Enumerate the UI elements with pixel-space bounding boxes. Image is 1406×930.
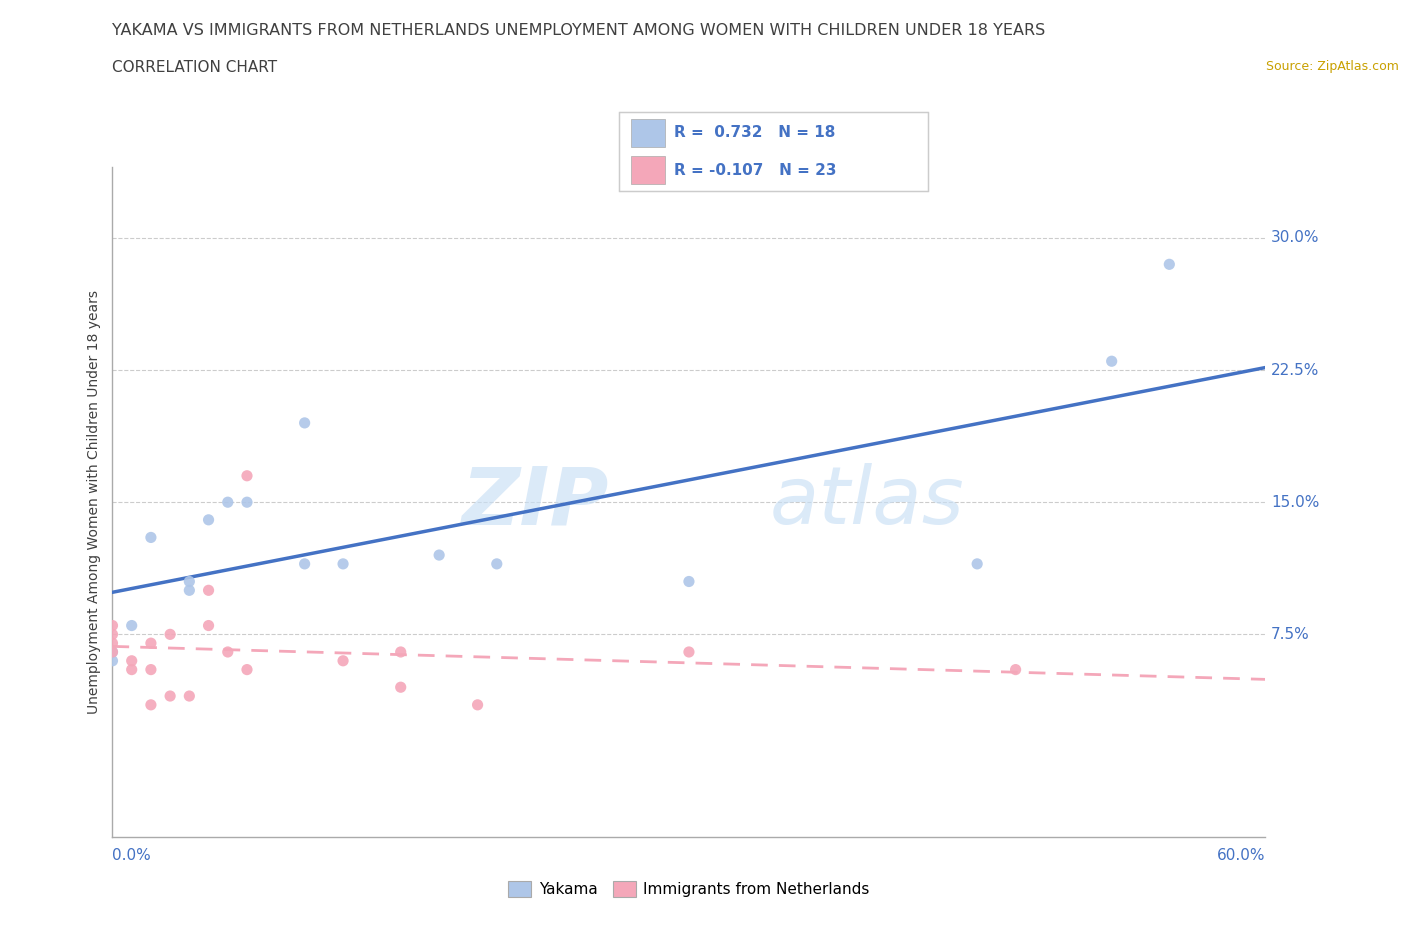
Bar — [631, 119, 665, 147]
Point — [236, 662, 259, 677]
Point — [332, 654, 354, 669]
Point — [197, 512, 219, 527]
Text: ZIP: ZIP — [461, 463, 609, 541]
Point — [217, 495, 239, 510]
Point — [101, 627, 124, 642]
Point — [1101, 353, 1123, 368]
Text: R =  0.732   N = 18: R = 0.732 N = 18 — [675, 126, 835, 140]
Point — [139, 698, 162, 712]
Point — [101, 618, 124, 633]
Text: atlas: atlas — [769, 463, 965, 541]
Point — [678, 644, 700, 659]
Point — [101, 636, 124, 651]
Point — [197, 583, 219, 598]
Point — [101, 644, 124, 659]
Text: YAKAMA VS IMMIGRANTS FROM NETHERLANDS UNEMPLOYMENT AMONG WOMEN WITH CHILDREN UND: YAKAMA VS IMMIGRANTS FROM NETHERLANDS UN… — [112, 23, 1046, 38]
Point — [179, 583, 201, 598]
Text: 30.0%: 30.0% — [1271, 231, 1320, 246]
Point — [389, 680, 412, 695]
Point — [179, 688, 201, 703]
Point — [1004, 662, 1026, 677]
Point — [101, 644, 124, 659]
Point — [236, 495, 259, 510]
Point — [678, 574, 700, 589]
Point — [139, 530, 162, 545]
Point — [236, 469, 259, 484]
Text: R = -0.107   N = 23: R = -0.107 N = 23 — [675, 163, 837, 178]
Legend: Yakama, Immigrants from Netherlands: Yakama, Immigrants from Netherlands — [502, 875, 876, 903]
Text: 7.5%: 7.5% — [1271, 627, 1310, 642]
Text: CORRELATION CHART: CORRELATION CHART — [112, 60, 277, 75]
Point — [159, 627, 181, 642]
Text: 22.5%: 22.5% — [1271, 363, 1320, 378]
Point — [1159, 257, 1181, 272]
Text: Source: ZipAtlas.com: Source: ZipAtlas.com — [1265, 60, 1399, 73]
Point — [139, 662, 162, 677]
Point — [467, 698, 489, 712]
Point — [485, 556, 508, 571]
Point — [427, 548, 450, 563]
Text: 60.0%: 60.0% — [1218, 847, 1265, 862]
Text: 0.0%: 0.0% — [112, 847, 152, 862]
Point — [294, 556, 316, 571]
Point — [139, 636, 162, 651]
Point — [389, 644, 412, 659]
Point — [101, 654, 124, 669]
Bar — [631, 156, 665, 184]
Point — [121, 654, 143, 669]
Text: 15.0%: 15.0% — [1271, 495, 1320, 510]
Point — [966, 556, 988, 571]
Point — [159, 688, 181, 703]
Point — [217, 644, 239, 659]
Point — [121, 618, 143, 633]
Point — [179, 574, 201, 589]
Y-axis label: Unemployment Among Women with Children Under 18 years: Unemployment Among Women with Children U… — [87, 290, 101, 714]
Point — [332, 556, 354, 571]
Point — [294, 416, 316, 431]
Point — [121, 662, 143, 677]
Point — [197, 618, 219, 633]
